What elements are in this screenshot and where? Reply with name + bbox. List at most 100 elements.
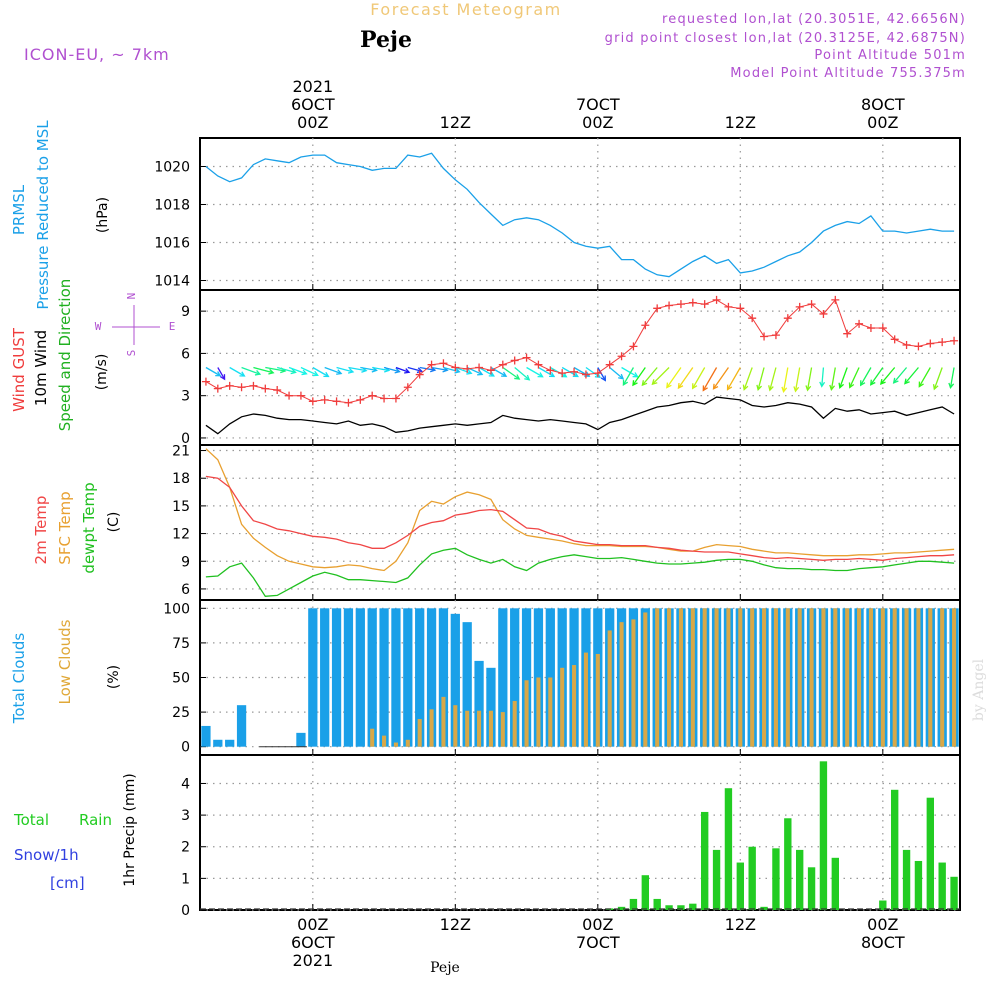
wind-arrow-head bbox=[918, 381, 924, 388]
rain-bar bbox=[831, 857, 839, 910]
compass-west: W bbox=[95, 320, 102, 333]
total-clouds-bar bbox=[331, 608, 342, 747]
gust-marker bbox=[522, 353, 531, 362]
compass-south: S bbox=[125, 350, 138, 357]
low-clouds-bar bbox=[880, 608, 885, 747]
wind-direction-arrow bbox=[383, 366, 400, 373]
gust-marker bbox=[332, 397, 341, 406]
wind-label-speed: Speed and Direction bbox=[56, 279, 74, 432]
wind-arrow-head bbox=[561, 372, 568, 378]
wind-ytick-label: 6 bbox=[181, 346, 190, 362]
wind-direction-arrow bbox=[743, 367, 753, 390]
precip-ytick-label: 0 bbox=[181, 903, 190, 919]
pressure-label-prmsl: PRMSL bbox=[10, 184, 28, 235]
gust-marker bbox=[261, 384, 270, 393]
low-clouds-bar bbox=[750, 608, 755, 747]
wind-direction-arrow bbox=[431, 366, 448, 371]
total-clouds-bar bbox=[367, 608, 377, 747]
model-altitude: Model Point Altitude 755.375m bbox=[730, 66, 966, 81]
clouds-ytick-label: 50 bbox=[172, 671, 190, 687]
wind-arrow-head bbox=[477, 370, 484, 376]
low-clouds-bar bbox=[667, 608, 672, 747]
temperature-axis-labels: 2m Temp SFC Temp dewpt Temp (C) bbox=[32, 482, 122, 573]
gust-marker bbox=[368, 391, 377, 400]
temp-label-sfc: SFC Temp bbox=[56, 491, 74, 564]
wind-arrow-head bbox=[781, 386, 788, 393]
total-clouds-bar bbox=[438, 608, 449, 747]
wind-arrow-head bbox=[600, 375, 606, 382]
wind-arrow-head bbox=[712, 383, 719, 390]
wind-arrow-head bbox=[454, 367, 461, 374]
low-clouds-bar bbox=[845, 608, 850, 747]
wind-direction-arrow bbox=[538, 366, 555, 378]
wind-direction-arrow bbox=[395, 366, 410, 373]
rain-bar bbox=[902, 849, 911, 910]
rain-bar bbox=[819, 761, 828, 910]
low-clouds-bar bbox=[857, 608, 862, 747]
rain-bar bbox=[796, 849, 804, 910]
gust-marker bbox=[890, 335, 899, 344]
clouds-ytick-label: 100 bbox=[163, 601, 190, 617]
low-clouds-bar bbox=[762, 608, 767, 747]
rain-bar bbox=[689, 903, 697, 910]
low-clouds-bar bbox=[572, 665, 577, 747]
gridpoint-coords: grid point closest lon,lat (20.3125E, 42… bbox=[605, 31, 966, 46]
precip-label-unit: 1hr Precip (mm) bbox=[122, 773, 138, 886]
model-label: ICON-EU, ~ 7km bbox=[24, 45, 170, 64]
wind-direction-arrow bbox=[782, 367, 789, 392]
wind-arrow-head bbox=[932, 384, 939, 391]
low-clouds-bar bbox=[940, 608, 945, 747]
bottom-axis-label: 6OCT bbox=[291, 933, 335, 952]
low-clouds-bar bbox=[892, 608, 897, 747]
wind-direction-arrow bbox=[870, 367, 884, 386]
top-axis-label: 8OCT bbox=[861, 95, 905, 114]
wind-arrow-head bbox=[805, 385, 812, 392]
gust-marker bbox=[593, 369, 602, 378]
wind-arrow-head bbox=[838, 382, 845, 389]
total-clouds-bar bbox=[391, 608, 401, 747]
gust-marker bbox=[201, 377, 210, 386]
wind-ytick-label: 9 bbox=[181, 304, 190, 320]
wind-arrow-head bbox=[904, 378, 910, 385]
wind-arrow-head bbox=[618, 373, 625, 380]
total-clouds-bar bbox=[510, 608, 520, 747]
wind-direction-arrow bbox=[904, 367, 919, 385]
compass-north: N bbox=[125, 293, 138, 300]
gust-marker bbox=[878, 324, 887, 333]
wind-direction-arrow bbox=[821, 367, 825, 387]
gust-marker bbox=[926, 339, 935, 348]
low-clouds-bar bbox=[619, 622, 624, 747]
gust-marker bbox=[866, 324, 875, 333]
wind-arrow-head bbox=[219, 374, 226, 381]
wind-arrow-head bbox=[632, 380, 638, 387]
wind-arrow-head bbox=[537, 372, 544, 378]
temperature-panel: 6 9 12 15 18 21 bbox=[172, 444, 961, 601]
low-clouds-bar bbox=[500, 712, 505, 747]
gust-marker bbox=[676, 300, 685, 309]
total-clouds-bar bbox=[426, 608, 437, 747]
rain-bar bbox=[938, 862, 946, 910]
credit-watermark: by Angel bbox=[971, 658, 987, 721]
gust-marker bbox=[617, 352, 626, 361]
wind-arrow-head bbox=[651, 379, 658, 386]
gust-marker bbox=[736, 304, 745, 313]
rain-bar bbox=[665, 905, 673, 910]
wind-arrow-head bbox=[416, 367, 424, 374]
bottom-axis-label: 2021 bbox=[292, 951, 333, 970]
pressure-panel: 1014 1016 1018 1020 bbox=[154, 137, 961, 291]
total-clouds-bar bbox=[379, 608, 389, 747]
wind-arrow-head bbox=[549, 371, 556, 378]
compass-east: E bbox=[169, 320, 176, 333]
low-clouds-bar bbox=[405, 739, 410, 747]
clouds-label-unit: (%) bbox=[106, 665, 122, 689]
wind-direction-arrow bbox=[312, 366, 329, 378]
gust-marker bbox=[285, 391, 294, 400]
wind-arrow-head bbox=[756, 384, 763, 392]
low-clouds-bar bbox=[595, 653, 600, 747]
total-clouds-bar bbox=[296, 732, 306, 747]
gust-marker bbox=[391, 394, 400, 403]
wind-arrow-head bbox=[215, 371, 222, 377]
wind-arrow-head bbox=[290, 368, 297, 375]
low-clouds-bar bbox=[429, 709, 434, 747]
wind-arrow-head bbox=[572, 371, 579, 378]
